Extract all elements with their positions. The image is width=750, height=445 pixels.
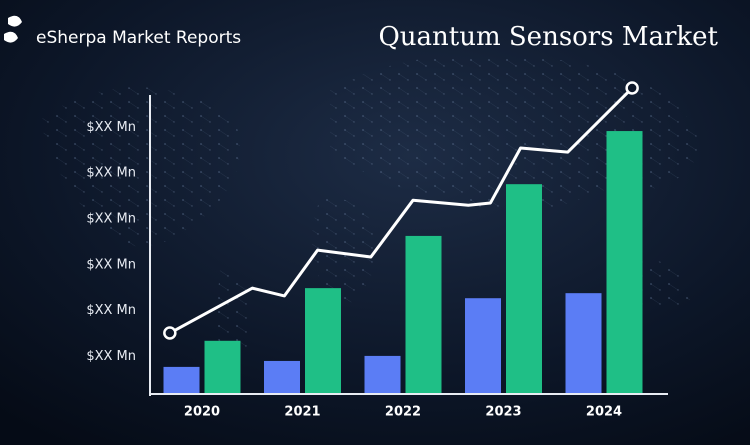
- x-tick-label: 2023: [485, 405, 521, 420]
- y-tick-label: $XX Mn: [86, 349, 136, 364]
- y-tick-label: $XX Mn: [86, 166, 136, 181]
- y-tick-label: $XX Mn: [86, 303, 136, 318]
- x-tick-label: 2022: [385, 405, 421, 420]
- bar: [364, 355, 401, 393]
- bar: [204, 340, 241, 393]
- y-tick-label: $XX Mn: [86, 257, 136, 272]
- bar: [506, 184, 542, 393]
- bar: [565, 293, 602, 393]
- bar: [305, 288, 341, 393]
- world-map: [40, 54, 700, 358]
- brand: eSherpa Market Reports: [36, 28, 241, 48]
- bar: [264, 360, 300, 393]
- trend-line: [169, 86, 634, 335]
- trend-endpoint: [625, 81, 639, 95]
- y-tick-label: $XX Mn: [86, 120, 136, 135]
- trend-endpoint: [163, 326, 177, 340]
- bar: [163, 366, 200, 393]
- x-tick-label: 2020: [184, 405, 220, 420]
- logo-icon: [4, 15, 22, 43]
- x-tick-label: 2024: [586, 405, 622, 420]
- y-tick-label: $XX Mn: [86, 211, 136, 226]
- chart-title: Quantum Sensors Market: [378, 22, 718, 52]
- bar: [465, 298, 501, 393]
- bar: [606, 131, 643, 393]
- x-tick-label: 2021: [284, 405, 320, 420]
- logo: eSherpa Market Reports: [4, 15, 241, 48]
- bar: [405, 235, 442, 393]
